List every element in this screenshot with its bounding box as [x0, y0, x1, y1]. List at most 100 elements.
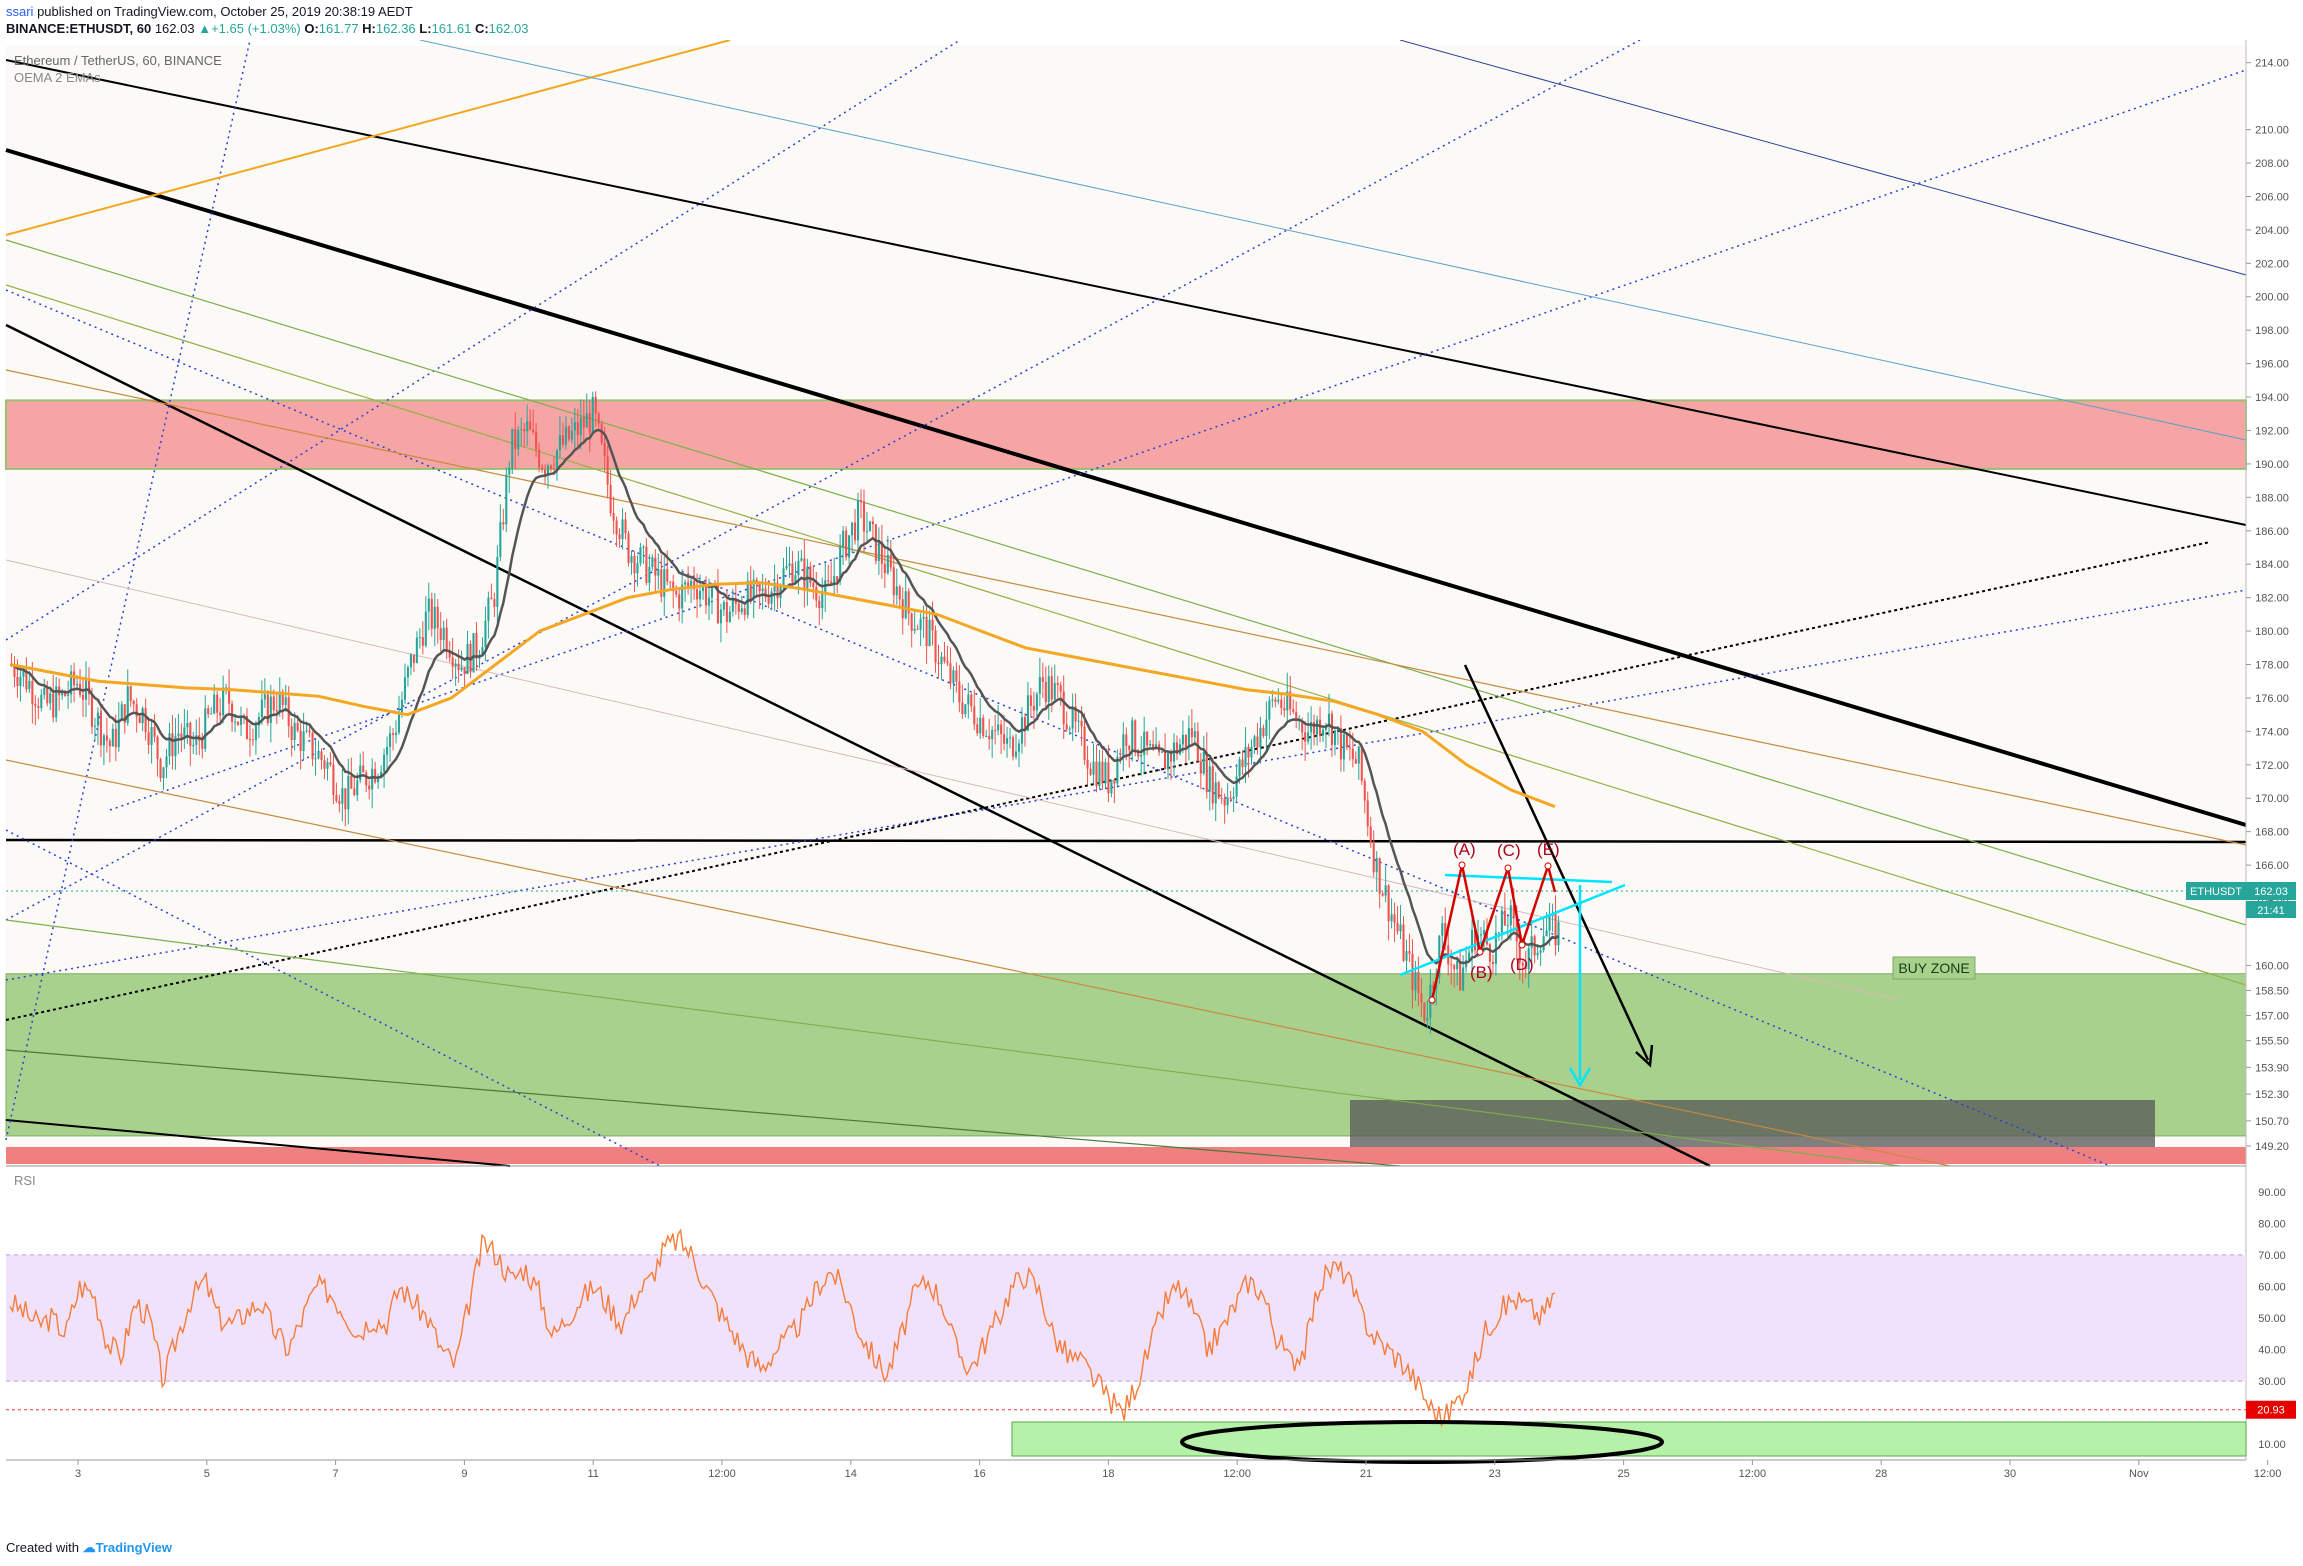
candle-body — [910, 613, 913, 631]
price-tick-label: 178.00 — [2255, 660, 2289, 672]
buy-zone-badge — [1892, 956, 1976, 980]
candle-body — [1420, 993, 1423, 1003]
candle-body — [281, 691, 284, 706]
candle-body — [997, 724, 1000, 731]
candle-body — [1119, 756, 1122, 758]
author-name[interactable]: ssari — [6, 4, 34, 19]
candle-body — [1408, 951, 1411, 954]
candle-body — [704, 585, 708, 606]
candle-body — [269, 696, 272, 724]
candle-body — [314, 758, 317, 760]
candle-body — [904, 591, 907, 619]
candle-body — [725, 602, 728, 622]
candle-body — [603, 442, 606, 457]
candle-body — [1354, 759, 1357, 764]
candle-body — [871, 521, 874, 525]
candle-body — [439, 627, 442, 640]
candle-body — [1485, 930, 1489, 945]
candle-body — [1342, 734, 1345, 760]
candle-body — [1542, 936, 1545, 951]
candle-body — [135, 704, 138, 717]
candle-body — [1557, 921, 1560, 946]
candle-body — [427, 598, 430, 612]
price-change: +1.65 (+1.03%) — [211, 21, 301, 36]
candle-body — [90, 694, 94, 727]
price-tick-label: 204.00 — [2255, 225, 2289, 237]
candle-body — [1459, 961, 1462, 991]
rsi-axis[interactable]: 90.0080.0070.0060.0050.0040.0030.0020.00… — [2258, 1187, 2286, 1451]
candle-body — [1062, 691, 1065, 725]
candle-body — [1143, 731, 1146, 755]
candle-body — [236, 721, 240, 725]
price-axis[interactable]: 214.00 210.00 208.00 206.00 204.00 202.00 200.… — [2246, 58, 2289, 1153]
candle-body — [684, 582, 687, 585]
candle-body — [1512, 905, 1515, 918]
candle-body — [788, 563, 791, 566]
candle-body — [707, 597, 711, 606]
up-arrow-icon: ▲ — [198, 21, 212, 36]
rsi-line — [9, 1228, 1556, 1428]
candle-body — [582, 417, 585, 428]
candle-body — [1092, 761, 1095, 775]
candle-body — [1265, 719, 1268, 736]
candle-body — [1238, 759, 1241, 777]
candle-body — [421, 637, 424, 646]
candle-body — [1181, 734, 1184, 745]
candle-body — [687, 582, 690, 587]
candle-body — [1283, 708, 1286, 711]
candle-body — [529, 421, 532, 430]
candle-body — [770, 591, 773, 604]
candle-body — [117, 719, 120, 748]
candle-body — [1068, 728, 1071, 730]
candle-body — [1205, 752, 1208, 792]
candle-body — [1554, 913, 1557, 946]
candle-body — [630, 555, 633, 563]
candle-body — [374, 768, 377, 783]
candle-body — [922, 616, 925, 619]
ema-fast-line — [10, 428, 1560, 965]
candle-body — [833, 576, 836, 584]
candle-body — [1223, 798, 1226, 806]
candle-body — [171, 733, 174, 757]
candle-body — [61, 691, 64, 696]
candle-body — [1301, 720, 1304, 733]
rsi-tick-label: 70.00 — [2258, 1250, 2286, 1262]
candle-body — [499, 522, 502, 557]
chart-canvas[interactable]: (A) (B) (C) (D) (E) BUY ZONE Ethereum / … — [0, 40, 2303, 1530]
candle-body — [967, 694, 970, 705]
candle-body — [177, 733, 180, 737]
candle-body — [544, 469, 547, 475]
candle-body — [1104, 762, 1107, 784]
candle-body — [311, 732, 314, 760]
candle-body — [457, 663, 460, 671]
price-tick-label: 160.00 — [2255, 960, 2289, 972]
candle-body — [1444, 923, 1447, 946]
candle-body — [350, 775, 353, 789]
footer-brand[interactable]: TradingView — [95, 1540, 172, 1555]
candle-body — [892, 567, 895, 596]
candle-body — [752, 579, 755, 599]
candle-body — [1274, 699, 1277, 702]
rsi-tick-label: 80.00 — [2258, 1218, 2286, 1230]
low-value: 161.61 — [431, 21, 472, 36]
candle-series — [10, 391, 1560, 1034]
candle-body — [782, 568, 785, 587]
candle-body — [1011, 737, 1015, 757]
candle-body — [1453, 965, 1456, 970]
candle-body — [81, 694, 85, 700]
candle-body — [1035, 693, 1038, 711]
candle-body — [1319, 719, 1322, 736]
candle-body — [639, 547, 642, 564]
candle-body — [451, 657, 454, 667]
low-label: L: — [419, 21, 432, 36]
candle-body — [1137, 752, 1140, 757]
candle-body — [150, 727, 153, 745]
time-axis[interactable]: 3 5 7 9 11 12:00 14 16 18 12:00 21 23 25 12:00 28 30 Nov… — [75, 1460, 2303, 1480]
candle-body — [1348, 747, 1351, 749]
time-tick-label: 28 — [1875, 1468, 1887, 1480]
candle-body — [341, 788, 344, 804]
candle-body — [111, 728, 114, 747]
candle-body — [460, 667, 463, 671]
candle-body — [1295, 711, 1298, 721]
candle-body — [141, 708, 144, 724]
